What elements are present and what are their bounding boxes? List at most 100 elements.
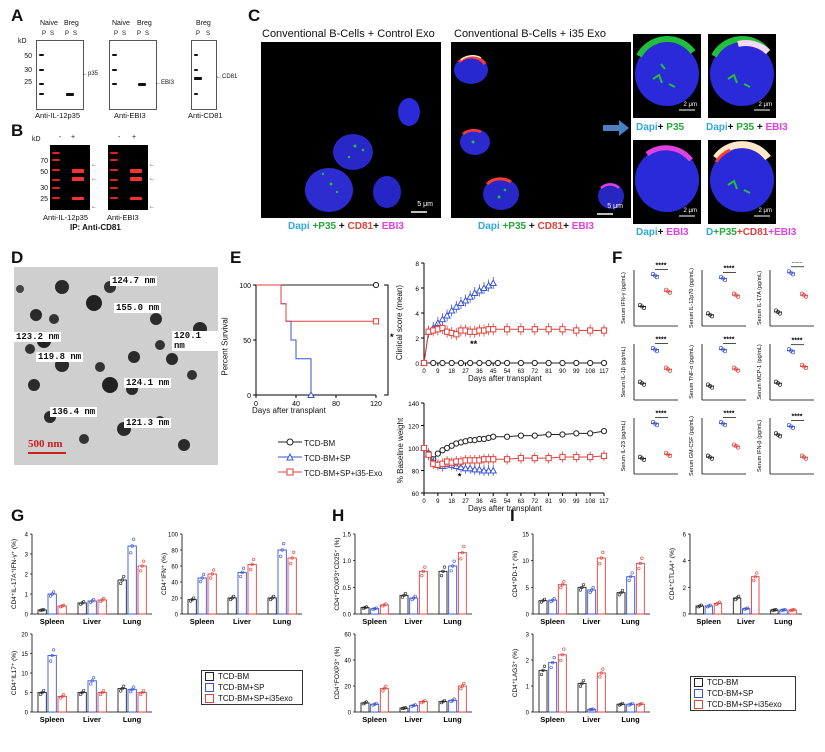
- data-point: [629, 702, 633, 706]
- y-axis-label: Serum IL-12p70 (pg/mL): [689, 268, 695, 328]
- data-point: [588, 708, 592, 712]
- legend-p35: +P35: [502, 221, 527, 232]
- label-plus: +: [756, 122, 763, 133]
- data-point: [792, 607, 796, 612]
- data-point: [542, 597, 547, 601]
- c-legend-main-right: Dapi +P35 + CD81+ EBI3: [478, 221, 594, 232]
- data-point: [791, 350, 795, 355]
- bar: [77, 692, 87, 713]
- blot-a2-lane: S: [122, 31, 127, 37]
- y-axis-label: CD4⁺IFN⁺ (%): [161, 553, 168, 595]
- data-point: [562, 580, 566, 584]
- y-tick-label: 0: [348, 711, 352, 717]
- bar: [596, 557, 606, 615]
- data-point: [581, 583, 586, 587]
- bar: [117, 688, 127, 713]
- e-clinical-ylabel: Clinical score (mean): [395, 284, 405, 361]
- legend-ebi3: EBI3: [381, 221, 404, 232]
- data-point: [549, 665, 553, 670]
- bar: [713, 602, 723, 615]
- panel-label-d: D: [11, 248, 24, 267]
- data-point: [642, 382, 646, 387]
- y-tick-label: 1: [25, 593, 29, 599]
- data-point: [655, 423, 659, 428]
- data-point: [559, 326, 566, 333]
- legend-plus: +: [528, 221, 535, 232]
- panel-label-i: I: [510, 506, 515, 525]
- label-ebi3: +EBI3: [768, 227, 797, 238]
- bar: [596, 672, 606, 713]
- bar: [457, 552, 467, 615]
- sig-label: ****: [724, 265, 735, 272]
- x-tick-label: 9: [436, 369, 440, 375]
- blot-a2-lane: P: [137, 31, 142, 37]
- bar: [379, 688, 389, 713]
- x-category-label: Lung: [621, 715, 640, 724]
- x-tick-label: 0: [422, 499, 426, 505]
- y-tick-label: 3: [25, 553, 29, 559]
- c-image-control-exo: 5 μm: [261, 42, 441, 218]
- e-survival-ylabel: Percent Survival: [220, 317, 230, 376]
- data-point: [545, 326, 552, 333]
- c-zoom-scale: 2 μm: [758, 102, 772, 108]
- f-plot: **** Serum IL-12p70 (pg/mL): [686, 262, 752, 334]
- data-point: [462, 681, 466, 686]
- blot-b-ip-label: IP: Anti-CD81: [70, 223, 121, 232]
- tem-size-label: 120.1 nm: [172, 331, 218, 351]
- blot-a2-caption: Anti-EBI3: [114, 111, 146, 120]
- i-legend-label: TCD-BM: [707, 678, 739, 687]
- data-point: [708, 603, 712, 607]
- data-point: [280, 548, 284, 552]
- bar: [207, 573, 217, 615]
- data-point: [289, 561, 293, 566]
- data-point: [517, 326, 525, 333]
- g-bar-chart: 0 20 40 60 80 100 Spleen Liver Lung CD4⁺IFN⁺ (%): [161, 533, 302, 626]
- bar: [399, 707, 409, 713]
- data-point: [755, 571, 759, 575]
- x-tick-label: 0: [422, 369, 426, 375]
- data-point: [668, 290, 672, 295]
- blot-a3-header: Breg: [196, 20, 211, 27]
- data-point: [453, 331, 460, 338]
- data-point: [746, 606, 750, 610]
- data-point: [100, 598, 104, 602]
- bar: [448, 565, 458, 615]
- data-point: [92, 676, 96, 680]
- y-axis-label: Serum IFN-β (pg/mL): [757, 420, 763, 472]
- y-tick-label: 100: [408, 446, 419, 453]
- data-point: [485, 359, 492, 367]
- x-category-label: Liver: [83, 617, 101, 626]
- data-point: [269, 597, 273, 602]
- data-point: [423, 698, 427, 703]
- bar: [37, 692, 47, 713]
- data-point: [600, 452, 608, 459]
- label-ebi3: EBI3: [765, 122, 788, 133]
- bar: [97, 599, 107, 615]
- bar: [635, 703, 645, 713]
- blot-a1-lane: S: [73, 31, 78, 37]
- data-point: [60, 694, 64, 698]
- label-ebi3: EBI3: [666, 227, 689, 238]
- data-point: [620, 588, 625, 593]
- data-point: [619, 591, 623, 595]
- x-category-label: Lung: [273, 617, 292, 626]
- data-point: [90, 679, 94, 683]
- y-tick-label: 80: [171, 549, 178, 555]
- f-plot-svg: **** Serum IL-1β (pg/mL): [621, 337, 678, 401]
- data-point: [130, 687, 134, 691]
- data-point: [459, 557, 463, 561]
- data-point: [102, 688, 106, 693]
- data-point: [443, 311, 451, 319]
- y-axis-label: Serum IL-1β (pg/mL): [621, 346, 627, 397]
- data-point: [744, 607, 748, 611]
- label-p35: P35: [736, 122, 755, 133]
- f-grid: **** Serum IFN-γ (pg/mL) **** Serum IL-12p7…: [618, 260, 823, 482]
- bar: [267, 597, 277, 615]
- data-point: [461, 464, 470, 472]
- label-plus: +: [657, 227, 664, 238]
- bar: [137, 565, 147, 615]
- data-point: [600, 359, 608, 367]
- bar: [418, 570, 428, 615]
- e-legend: TCD-BM TCD-BM+SP TCD-BM+SP+i35-Exo: [278, 436, 382, 481]
- data-point: [627, 578, 631, 583]
